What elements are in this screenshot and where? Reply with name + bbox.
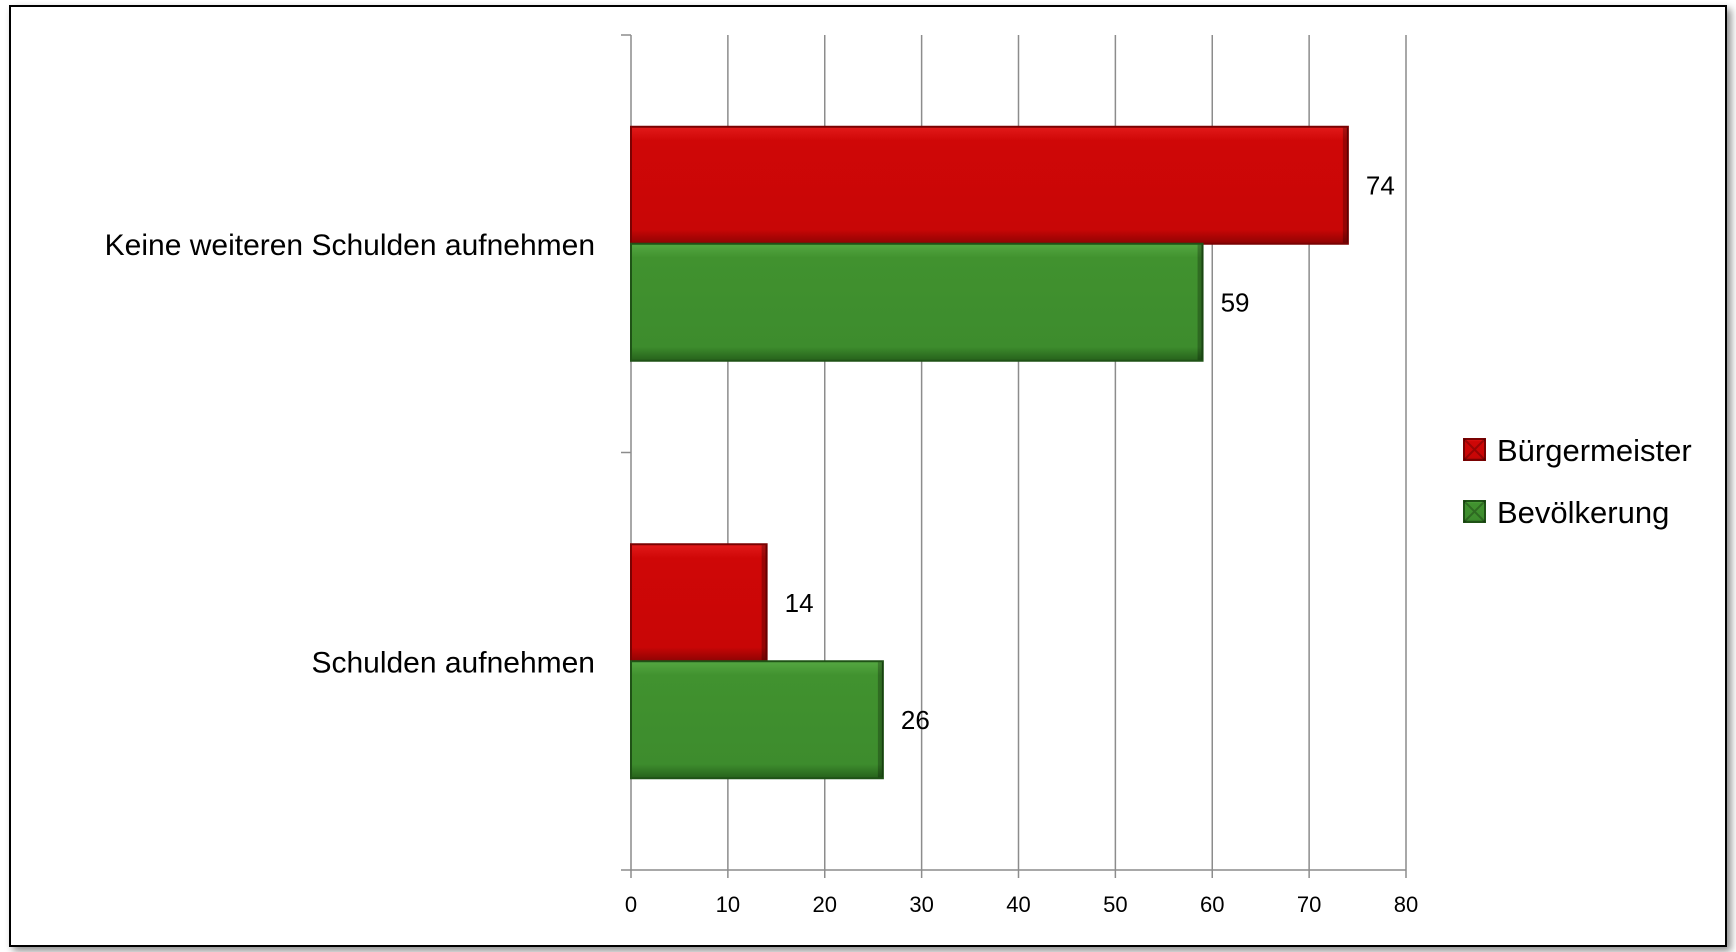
bar-edge-shade xyxy=(877,662,883,778)
legend-label: Bürgermeister xyxy=(1497,433,1692,468)
bar-edge-shade xyxy=(1342,127,1348,243)
data-label: 59 xyxy=(1221,287,1250,317)
data-label: 74 xyxy=(1366,170,1395,200)
x-tick-label: 50 xyxy=(1103,892,1127,917)
bar-edge-shade xyxy=(1197,244,1203,360)
legend-swatch-bevel xyxy=(1463,438,1486,461)
data-label: 14 xyxy=(785,588,814,618)
bar-bevoelkerung xyxy=(630,660,884,780)
data-label: 26 xyxy=(901,705,930,735)
bar-edge-shade xyxy=(761,545,767,661)
legend-swatch xyxy=(1463,438,1486,461)
x-tick-label: 60 xyxy=(1200,892,1224,917)
category-label: Schulden aufnehmen xyxy=(311,646,595,679)
x-tick-label: 0 xyxy=(625,892,637,917)
x-tick-label: 30 xyxy=(909,892,933,917)
x-tick-label: 40 xyxy=(1006,892,1030,917)
x-tick-label: 70 xyxy=(1297,892,1321,917)
legend-swatch-bevel xyxy=(1463,500,1486,523)
x-tick-label: 80 xyxy=(1394,892,1418,917)
x-tick-label: 10 xyxy=(716,892,740,917)
x-tick-label: 20 xyxy=(813,892,837,917)
legend-swatch xyxy=(1463,500,1486,523)
bar-buergermeister xyxy=(630,543,768,663)
category-label: Keine weiteren Schulden aufnehmen xyxy=(105,229,595,262)
bar-buergermeister xyxy=(630,125,1349,245)
bar-bevoelkerung xyxy=(630,242,1204,362)
legend-label: Bevölkerung xyxy=(1497,495,1669,530)
